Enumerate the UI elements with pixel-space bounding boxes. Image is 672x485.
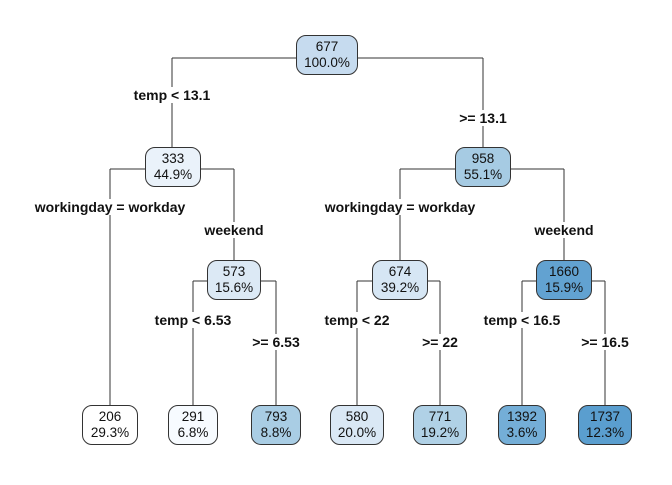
tree-node-leaf: 793 8.8% xyxy=(251,405,301,445)
tree-node: 333 44.9% xyxy=(145,147,201,187)
node-percent: 15.6% xyxy=(214,280,254,295)
tree-node-leaf: 580 20.0% xyxy=(330,405,384,445)
tree-node-leaf: 771 19.2% xyxy=(413,405,467,445)
node-value: 206 xyxy=(98,409,122,424)
node-value: 677 xyxy=(315,39,339,54)
split-label-temp-lt-16-5: temp < 16.5 xyxy=(481,312,563,328)
node-value: 674 xyxy=(388,264,412,279)
node-value: 771 xyxy=(428,409,452,424)
node-percent: 100.0% xyxy=(304,55,350,70)
split-label-temp-lt-13-1: temp < 13.1 xyxy=(131,87,213,103)
node-value: 793 xyxy=(264,409,288,424)
node-percent: 55.1% xyxy=(463,167,503,182)
tree-node-leaf: 206 29.3% xyxy=(82,405,138,445)
node-percent: 44.9% xyxy=(153,167,193,182)
node-percent: 12.3% xyxy=(585,425,625,440)
node-percent: 39.2% xyxy=(380,280,420,295)
node-percent: 6.8% xyxy=(177,425,209,440)
tree-node-leaf: 291 6.8% xyxy=(168,405,218,445)
split-label-workingday-right: workingday = workday xyxy=(322,199,478,215)
node-percent: 20.0% xyxy=(337,425,377,440)
node-percent: 8.8% xyxy=(260,425,292,440)
node-value: 580 xyxy=(345,409,369,424)
split-label-temp-ge-13-1: >= 13.1 xyxy=(457,110,509,126)
split-label-workingday-left: workingday = workday xyxy=(32,199,188,215)
node-value: 291 xyxy=(181,409,205,424)
split-label-temp-lt-22: temp < 22 xyxy=(322,312,392,328)
node-value: 573 xyxy=(222,264,246,279)
node-value: 958 xyxy=(471,151,495,166)
node-value: 333 xyxy=(161,151,185,166)
node-percent: 3.6% xyxy=(506,425,538,440)
split-label-temp-ge-22: >= 22 xyxy=(420,334,460,350)
tree-node-root: 677 100.0% xyxy=(296,35,358,75)
node-value: 1737 xyxy=(589,409,621,424)
split-label-temp-ge-6-53: >= 6.53 xyxy=(250,334,302,350)
split-label-temp-ge-16-5: >= 16.5 xyxy=(579,334,631,350)
tree-node-leaf: 1392 3.6% xyxy=(498,405,546,445)
tree-node: 674 39.2% xyxy=(372,260,428,300)
node-value: 1392 xyxy=(506,409,538,424)
node-percent: 19.2% xyxy=(420,425,460,440)
split-label-weekend-right: weekend xyxy=(532,222,596,238)
tree-node: 1660 15.9% xyxy=(536,260,592,300)
node-percent: 29.3% xyxy=(90,425,130,440)
node-value: 1660 xyxy=(548,264,580,279)
tree-node: 573 15.6% xyxy=(207,260,261,300)
tree-node-leaf: 1737 12.3% xyxy=(578,405,632,445)
split-label-temp-lt-6-53: temp < 6.53 xyxy=(152,312,234,328)
tree-node: 958 55.1% xyxy=(455,147,511,187)
node-percent: 15.9% xyxy=(544,280,584,295)
split-label-weekend-left: weekend xyxy=(202,222,266,238)
